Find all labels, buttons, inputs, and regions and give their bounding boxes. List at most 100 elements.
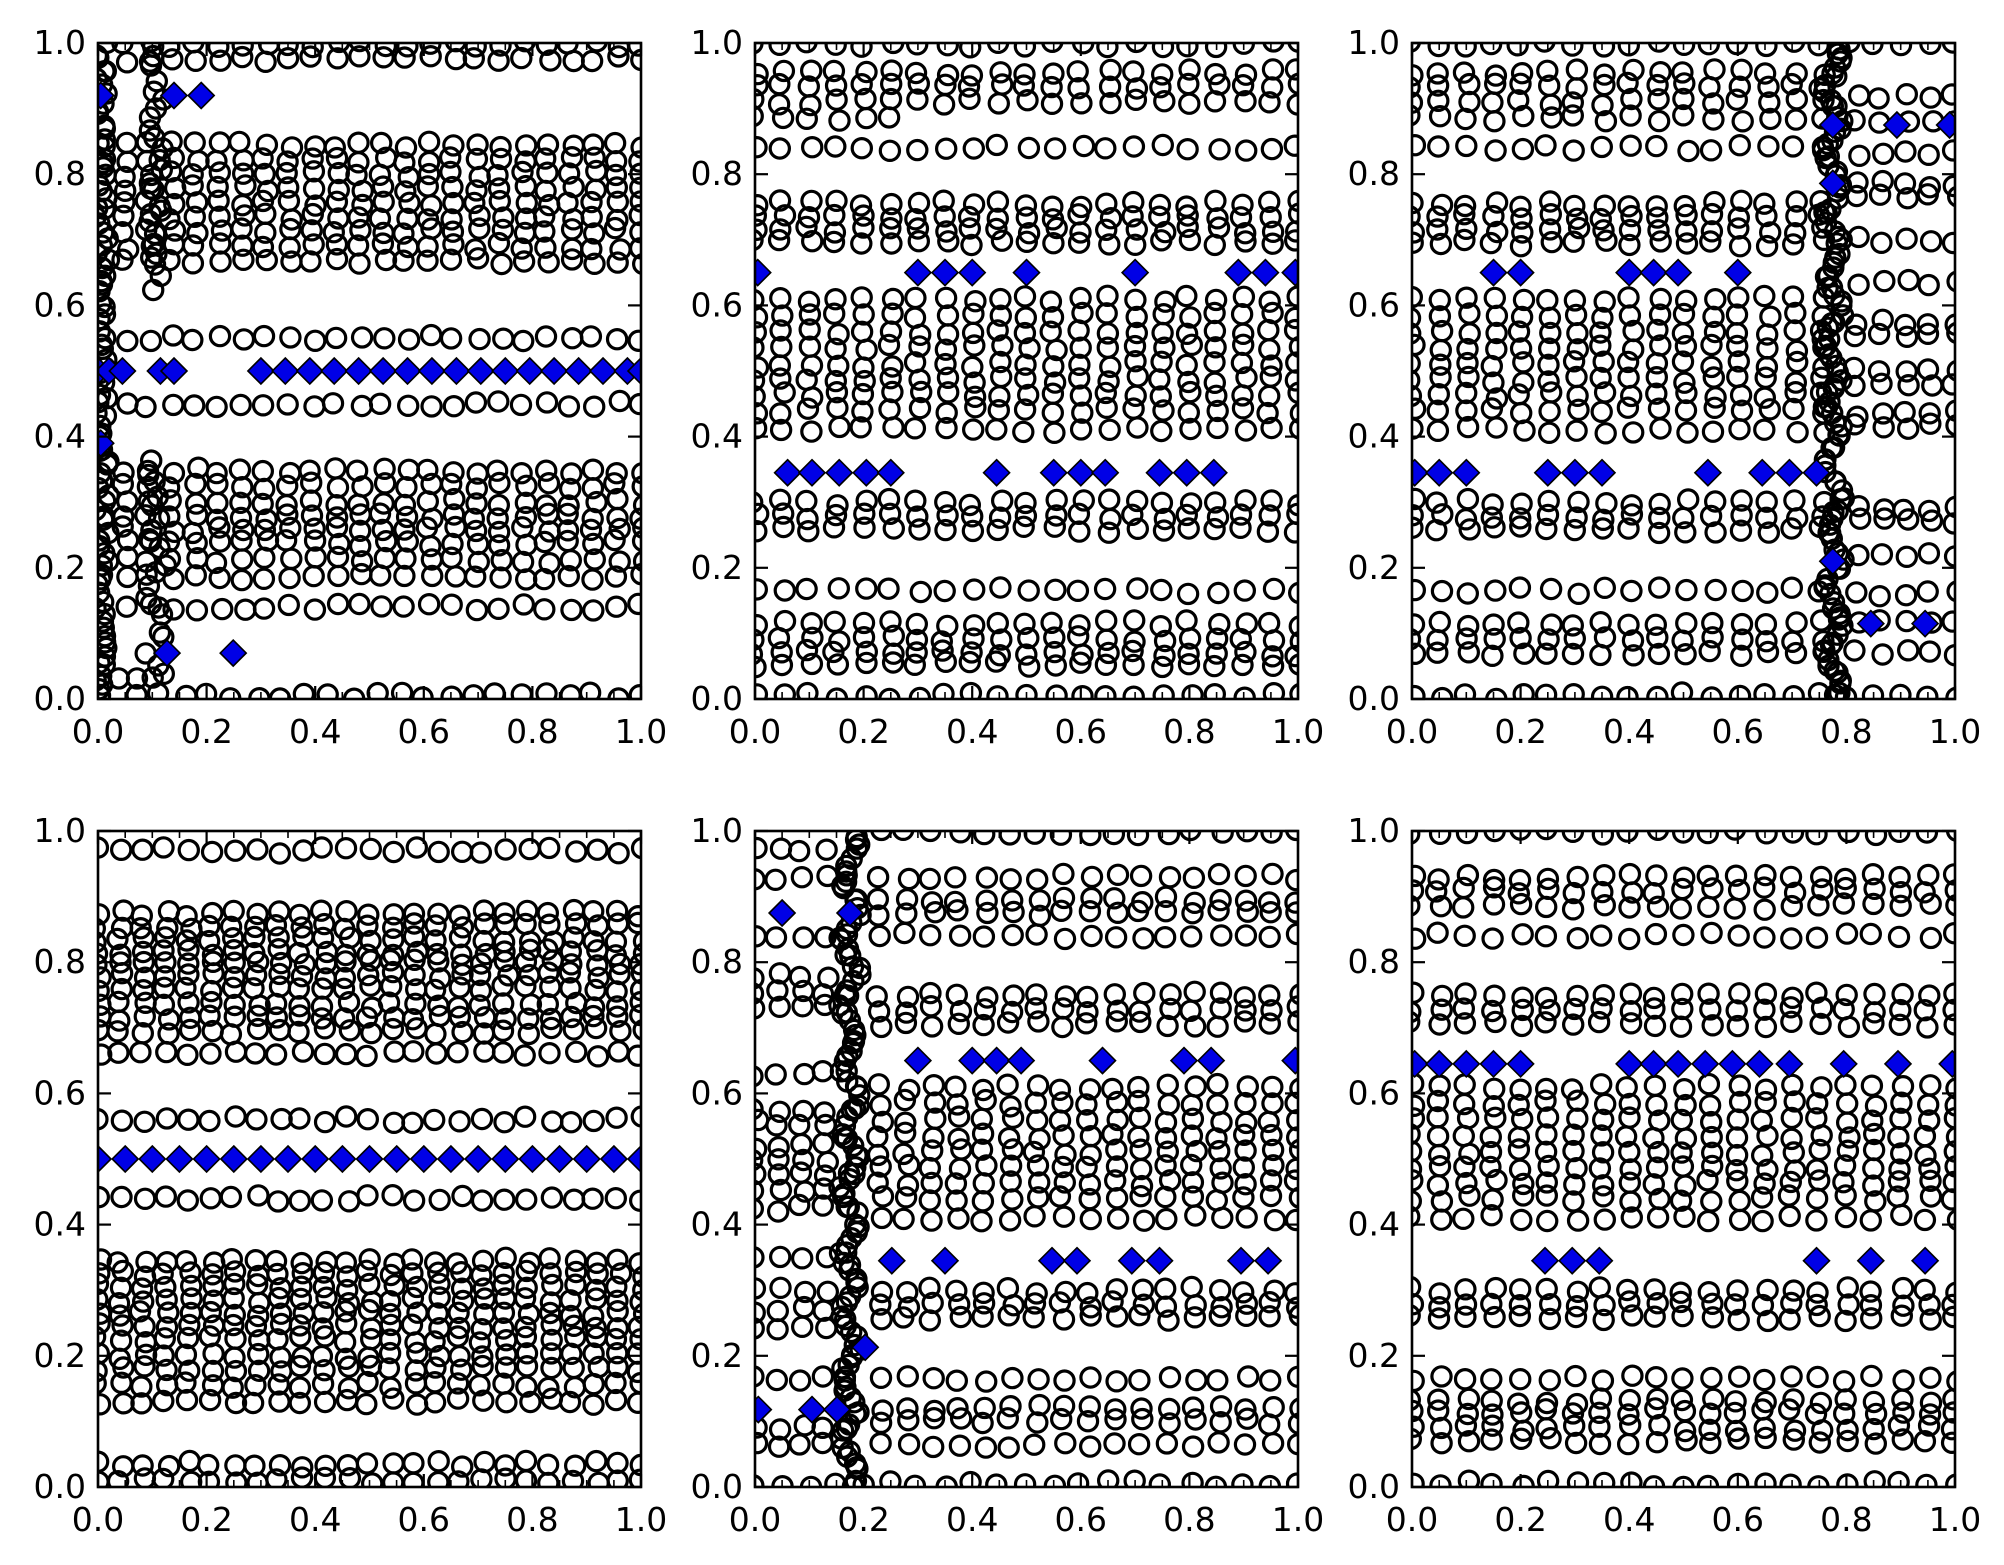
diamond-marker bbox=[1802, 1246, 1831, 1275]
axis-minor-ticks bbox=[1438, 831, 1929, 1487]
diamond-series bbox=[1412, 1049, 1955, 1275]
subplot-bottom-middle: 0.0 0.2 0.4 0.6 0.8 1.0 0.0 0.2 0.4 0.6 0.8 1.0 bbox=[691, 811, 1325, 1539]
diamond-marker bbox=[835, 898, 865, 928]
y-tick-label: 0.0 bbox=[691, 1467, 743, 1506]
x-tick-label: 1.0 bbox=[1929, 1500, 1981, 1539]
x-tick-label: 0.2 bbox=[1494, 712, 1546, 751]
diamond-marker bbox=[1775, 458, 1804, 487]
diamond-marker bbox=[355, 1144, 384, 1174]
y-tick-label: 0.4 bbox=[691, 417, 743, 456]
diamond-marker bbox=[825, 458, 854, 487]
diamond-marker bbox=[138, 1144, 167, 1174]
y-tick-label: 0.2 bbox=[691, 1336, 743, 1375]
x-tick-label: 0.6 bbox=[1712, 1500, 1764, 1539]
diamond-marker bbox=[877, 1246, 906, 1275]
y-tick-label: 0.8 bbox=[34, 154, 86, 193]
diamond-marker bbox=[1639, 258, 1668, 287]
diamond-marker bbox=[108, 356, 137, 386]
subplot-top-middle: 0.0 0.2 0.4 0.6 0.8 1.0 0.0 0.2 0.4 0.6 0.8 1.0 bbox=[691, 23, 1325, 751]
x-tick-label: 0.6 bbox=[1055, 1500, 1107, 1539]
diamond-marker bbox=[851, 1333, 880, 1362]
y-tick-label: 0.2 bbox=[34, 548, 86, 587]
diamond-marker bbox=[518, 1144, 547, 1174]
diamond-marker bbox=[599, 1144, 629, 1174]
diamond-marker bbox=[958, 258, 987, 287]
diamond-marker bbox=[1425, 1049, 1454, 1079]
diamond-marker bbox=[1452, 1049, 1481, 1079]
diamond-marker bbox=[301, 1144, 330, 1174]
diamond-marker bbox=[1802, 458, 1831, 487]
diamond-marker bbox=[755, 1395, 773, 1424]
subplot-top-right: 0.0 0.2 0.4 0.6 0.8 1.0 0.0 0.2 0.4 0.6 0.8 1.0 bbox=[1348, 23, 1982, 751]
diamond-marker bbox=[1818, 110, 1847, 140]
diamond-marker bbox=[1120, 258, 1150, 287]
y-tick-label: 0.6 bbox=[691, 1073, 743, 1112]
y-tick-label: 0.6 bbox=[1348, 1073, 1400, 1112]
diamond-marker bbox=[1691, 1049, 1720, 1079]
diamond-marker bbox=[1412, 458, 1429, 487]
diamond-marker bbox=[539, 356, 569, 386]
diamond-marker bbox=[1506, 1049, 1535, 1079]
diamond-marker bbox=[588, 356, 618, 386]
axis-ticks bbox=[1410, 41, 1957, 701]
y-tick-label: 0.0 bbox=[1348, 1467, 1400, 1506]
diamond-marker bbox=[368, 356, 398, 386]
diamond-marker bbox=[1935, 110, 1955, 140]
diamond-marker bbox=[1748, 458, 1777, 487]
y-tick-label: 0.6 bbox=[1348, 285, 1400, 324]
x-tick-label: 0.6 bbox=[398, 1500, 450, 1539]
diamond-marker bbox=[797, 458, 827, 487]
axis-minor-ticks bbox=[124, 43, 615, 699]
diamond-marker bbox=[1910, 1246, 1940, 1275]
y-tick-label: 0.8 bbox=[691, 942, 743, 981]
y-tick-label: 0.4 bbox=[1348, 417, 1400, 456]
diamond-marker bbox=[417, 356, 447, 386]
y-tick-label: 0.6 bbox=[34, 285, 86, 324]
diamond-marker bbox=[442, 356, 471, 386]
tick-labels: 0.0 0.2 0.4 0.6 0.8 1.0 0.0 0.2 0.4 0.6 0.8 1.0 bbox=[691, 23, 1325, 751]
diamond-marker bbox=[1818, 169, 1847, 198]
x-tick-label: 0.2 bbox=[180, 712, 232, 751]
diamond-marker bbox=[1856, 1246, 1885, 1275]
y-tick-label: 1.0 bbox=[1348, 23, 1400, 62]
diamond-marker bbox=[393, 356, 422, 386]
diamond-marker bbox=[1412, 1049, 1429, 1079]
circle-series bbox=[755, 43, 1298, 699]
x-tick-label: 0.0 bbox=[1386, 712, 1438, 751]
x-tick-label: 0.0 bbox=[72, 712, 124, 751]
diamond-marker bbox=[1883, 1049, 1913, 1079]
diamond-marker bbox=[930, 258, 960, 287]
diamond-marker bbox=[1062, 1246, 1092, 1275]
diamond-marker bbox=[1745, 1049, 1774, 1079]
diamond-marker bbox=[515, 356, 544, 386]
axis-ticks bbox=[753, 829, 1300, 1489]
diamond-marker bbox=[1226, 1246, 1256, 1275]
diamond-marker bbox=[545, 1144, 574, 1174]
diamond-marker bbox=[1253, 1246, 1283, 1275]
x-tick-label: 0.0 bbox=[729, 1500, 781, 1539]
axis-minor-ticks bbox=[781, 43, 1272, 699]
diamond-marker bbox=[1012, 258, 1041, 287]
diamond-marker bbox=[159, 356, 189, 386]
diamond-marker bbox=[1938, 1049, 1955, 1079]
x-tick-label: 0.4 bbox=[289, 712, 341, 751]
y-tick-label: 0.4 bbox=[1348, 1205, 1400, 1244]
x-tick-label: 0.8 bbox=[1820, 712, 1872, 751]
diamond-marker bbox=[1818, 547, 1847, 576]
x-tick-label: 0.8 bbox=[506, 712, 558, 751]
x-tick-label: 0.2 bbox=[837, 712, 889, 751]
y-tick-label: 0.0 bbox=[1348, 679, 1400, 718]
y-tick-label: 0.8 bbox=[1348, 154, 1400, 193]
diamond-marker bbox=[491, 356, 520, 386]
diamond-marker bbox=[219, 638, 248, 668]
y-tick-label: 0.2 bbox=[1348, 548, 1400, 587]
diamond-marker bbox=[1251, 258, 1280, 287]
tick-labels: 0.0 0.2 0.4 0.6 0.8 1.0 0.0 0.2 0.4 0.6 0.8 1.0 bbox=[1348, 23, 1982, 751]
diamond-marker bbox=[773, 458, 802, 487]
diamond-marker bbox=[219, 1144, 248, 1174]
diamond-marker bbox=[903, 258, 933, 287]
diamond-marker bbox=[852, 458, 881, 487]
x-tick-label: 0.4 bbox=[289, 1500, 341, 1539]
x-tick-label: 0.6 bbox=[398, 712, 450, 751]
